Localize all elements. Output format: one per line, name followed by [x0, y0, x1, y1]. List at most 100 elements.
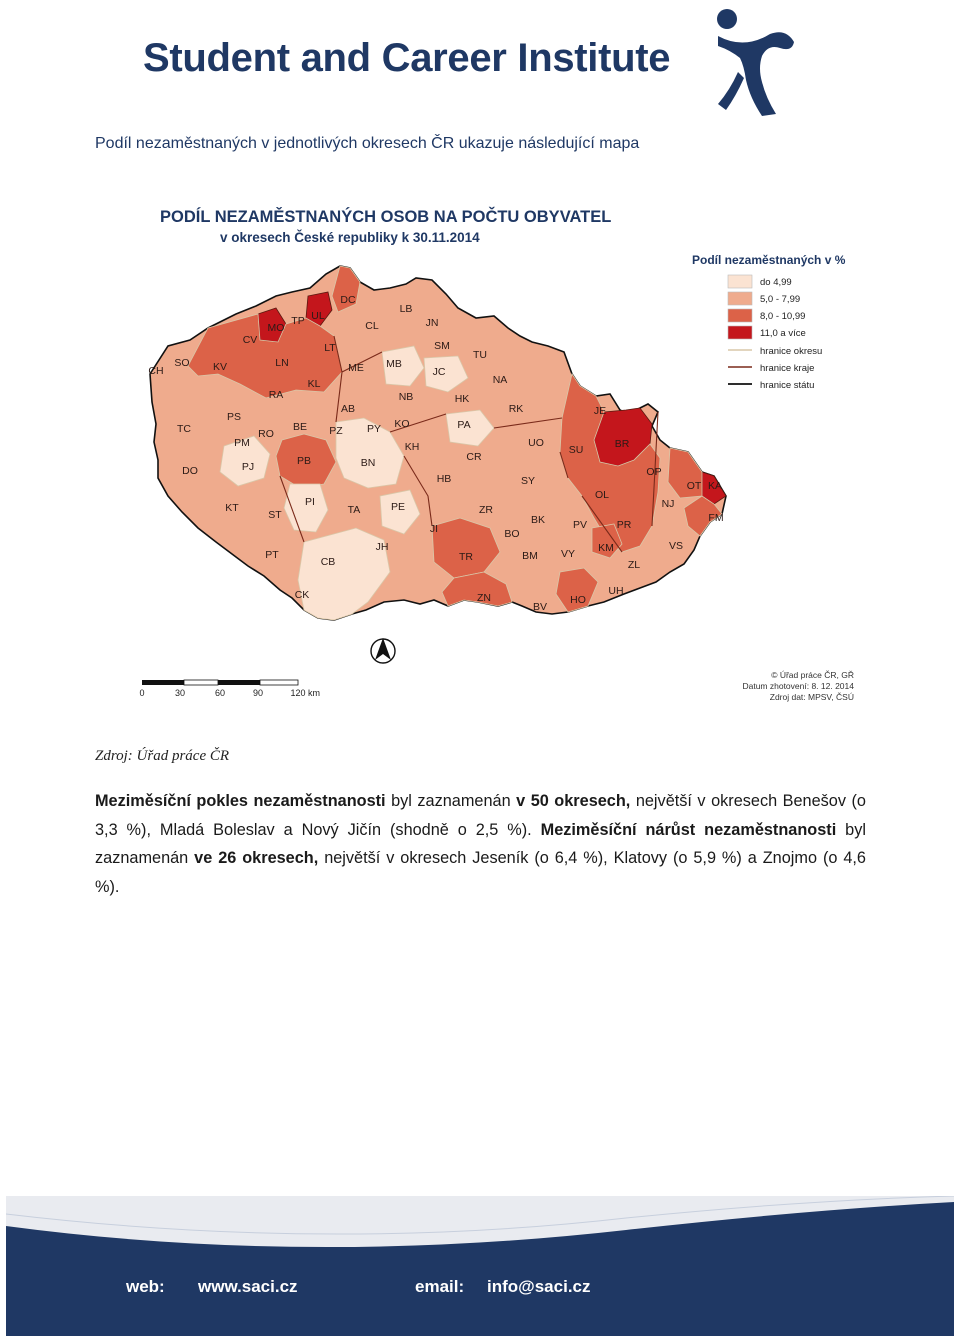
footer: web: www.saci.cz email: info@saci.cz: [6, 1196, 954, 1336]
district-label: NB: [399, 391, 414, 403]
district-label: TP: [291, 315, 304, 327]
summary-text: největší v okresech Jeseník (o 6,4 %), K…: [95, 849, 866, 896]
district-shape-pi: [283, 483, 329, 533]
district-label: VS: [669, 540, 683, 552]
district-label: MO: [268, 322, 285, 334]
legend-item: do 4,99: [760, 277, 792, 288]
district-label: TR: [459, 551, 473, 563]
district-label: BK: [531, 514, 545, 526]
district-label: PE: [391, 501, 405, 513]
district-label: JE: [594, 405, 606, 417]
summary-bold: v 50 okresech,: [516, 792, 631, 810]
scale-tick: 120: [290, 688, 305, 698]
district-label: RA: [269, 389, 284, 401]
district-shape-tr: [431, 517, 501, 579]
district-label: CK: [295, 589, 310, 601]
legend-item: 8,0 - 10,99: [760, 311, 805, 322]
district-label: JI: [430, 523, 438, 535]
district-label: SO: [174, 357, 189, 369]
district-shape-center: [335, 417, 405, 489]
footer-email-link[interactable]: info@saci.cz: [487, 1277, 591, 1296]
district-label: ZN: [477, 592, 491, 604]
legend-title: Podíl nezaměstnaných v %: [692, 253, 846, 267]
district-label: NA: [493, 374, 508, 386]
district-label: LT: [324, 342, 336, 354]
map-credit: © Úřad práce ČR, GŘ: [771, 670, 854, 680]
map-legend: Podíl nezaměstnaných v % do 4,99 5,0 - 7…: [688, 246, 866, 398]
district-shape-mb: [381, 345, 425, 387]
district-shape-km: [591, 523, 623, 559]
district-label: BV: [533, 601, 547, 613]
district-label: ZR: [479, 504, 493, 516]
summary-text: byl zaznamenán: [95, 820, 866, 868]
summary-text: byl zaznamenán: [385, 792, 517, 810]
district-label: PM: [234, 437, 250, 449]
district-label: CV: [243, 334, 258, 346]
legend-item: 5,0 - 7,99: [760, 294, 800, 305]
intro-text: Podíl nezaměstnaných v jednotlivých okre…: [95, 135, 640, 152]
scale-tick: 0: [139, 688, 144, 698]
district-label: JN: [426, 317, 439, 329]
district-shape-dc: [331, 265, 361, 313]
district-label: LN: [275, 357, 288, 369]
district-label: PS: [227, 411, 241, 423]
district-label: TA: [348, 504, 361, 516]
district-label: JH: [376, 541, 389, 553]
district-label: AB: [341, 403, 355, 415]
footer-email-label: email:: [415, 1277, 465, 1296]
footer-web-link[interactable]: www.saci.cz: [198, 1277, 298, 1296]
district-label: KO: [394, 418, 409, 430]
page-title: Student and Career Institute: [143, 36, 671, 80]
district-label: VY: [561, 548, 575, 560]
map-credit: Datum zhotovení: 8. 12. 2014: [742, 681, 854, 691]
district-label: OT: [687, 480, 702, 492]
legend-item: hranice státu: [760, 380, 814, 391]
district-label: PY: [367, 423, 381, 435]
district-label: SY: [521, 475, 535, 487]
district-label: PB: [297, 455, 311, 467]
district-shape-south: [297, 527, 391, 621]
district-label: SU: [569, 444, 584, 456]
district-label: HO: [570, 594, 586, 606]
district-label: BM: [522, 550, 538, 562]
district-label: NJ: [662, 498, 675, 510]
district-shape-zn: [441, 571, 513, 607]
district-label: JC: [433, 366, 446, 378]
district-shape-pa: [445, 409, 495, 447]
district-label: BE: [293, 421, 307, 433]
district-label: HB: [437, 473, 452, 485]
district-label: HK: [455, 393, 470, 405]
district-shape-ho: [555, 567, 599, 613]
scale-bar: 0 30 60 90 120 km: [139, 679, 320, 698]
district-label: ME: [348, 362, 364, 374]
district-label: LB: [400, 303, 413, 315]
summary-paragraph: Meziměsíční pokles nezaměstnanosti byl z…: [95, 787, 866, 901]
map-credit: Zdroj dat: MPSV, ČSÚ: [770, 692, 854, 702]
summary-bold: Meziměsíční pokles nezaměstnanosti: [95, 792, 386, 810]
district-label: DO: [182, 465, 198, 477]
district-label: SM: [434, 340, 450, 352]
scale-tick: 30: [175, 688, 185, 698]
district-label: KV: [213, 361, 227, 373]
region-borders: [279, 335, 659, 553]
district-label: PJ: [242, 461, 254, 473]
district-label: CH: [148, 365, 163, 377]
north-arrow-icon: [370, 638, 396, 664]
district-shape-pb: [275, 433, 337, 489]
scale-tick: 90: [253, 688, 263, 698]
district-label: MB: [386, 358, 402, 370]
scale-tick: 60: [215, 688, 225, 698]
district-shape-fm: [683, 495, 723, 537]
district-shape-jc: [423, 355, 469, 393]
district-label: PZ: [329, 425, 343, 437]
district-label: BO: [504, 528, 519, 540]
district-label: BR: [615, 438, 630, 450]
district-shape-ul: [305, 291, 333, 327]
district-label: TU: [473, 349, 487, 361]
summary-bold: ve 26 okresech,: [194, 849, 319, 867]
district-label: OL: [595, 489, 609, 501]
district-label: RK: [509, 403, 524, 415]
footer-web-label: web:: [126, 1277, 165, 1296]
district-label: KA: [708, 480, 722, 492]
district-label: UH: [608, 585, 623, 597]
